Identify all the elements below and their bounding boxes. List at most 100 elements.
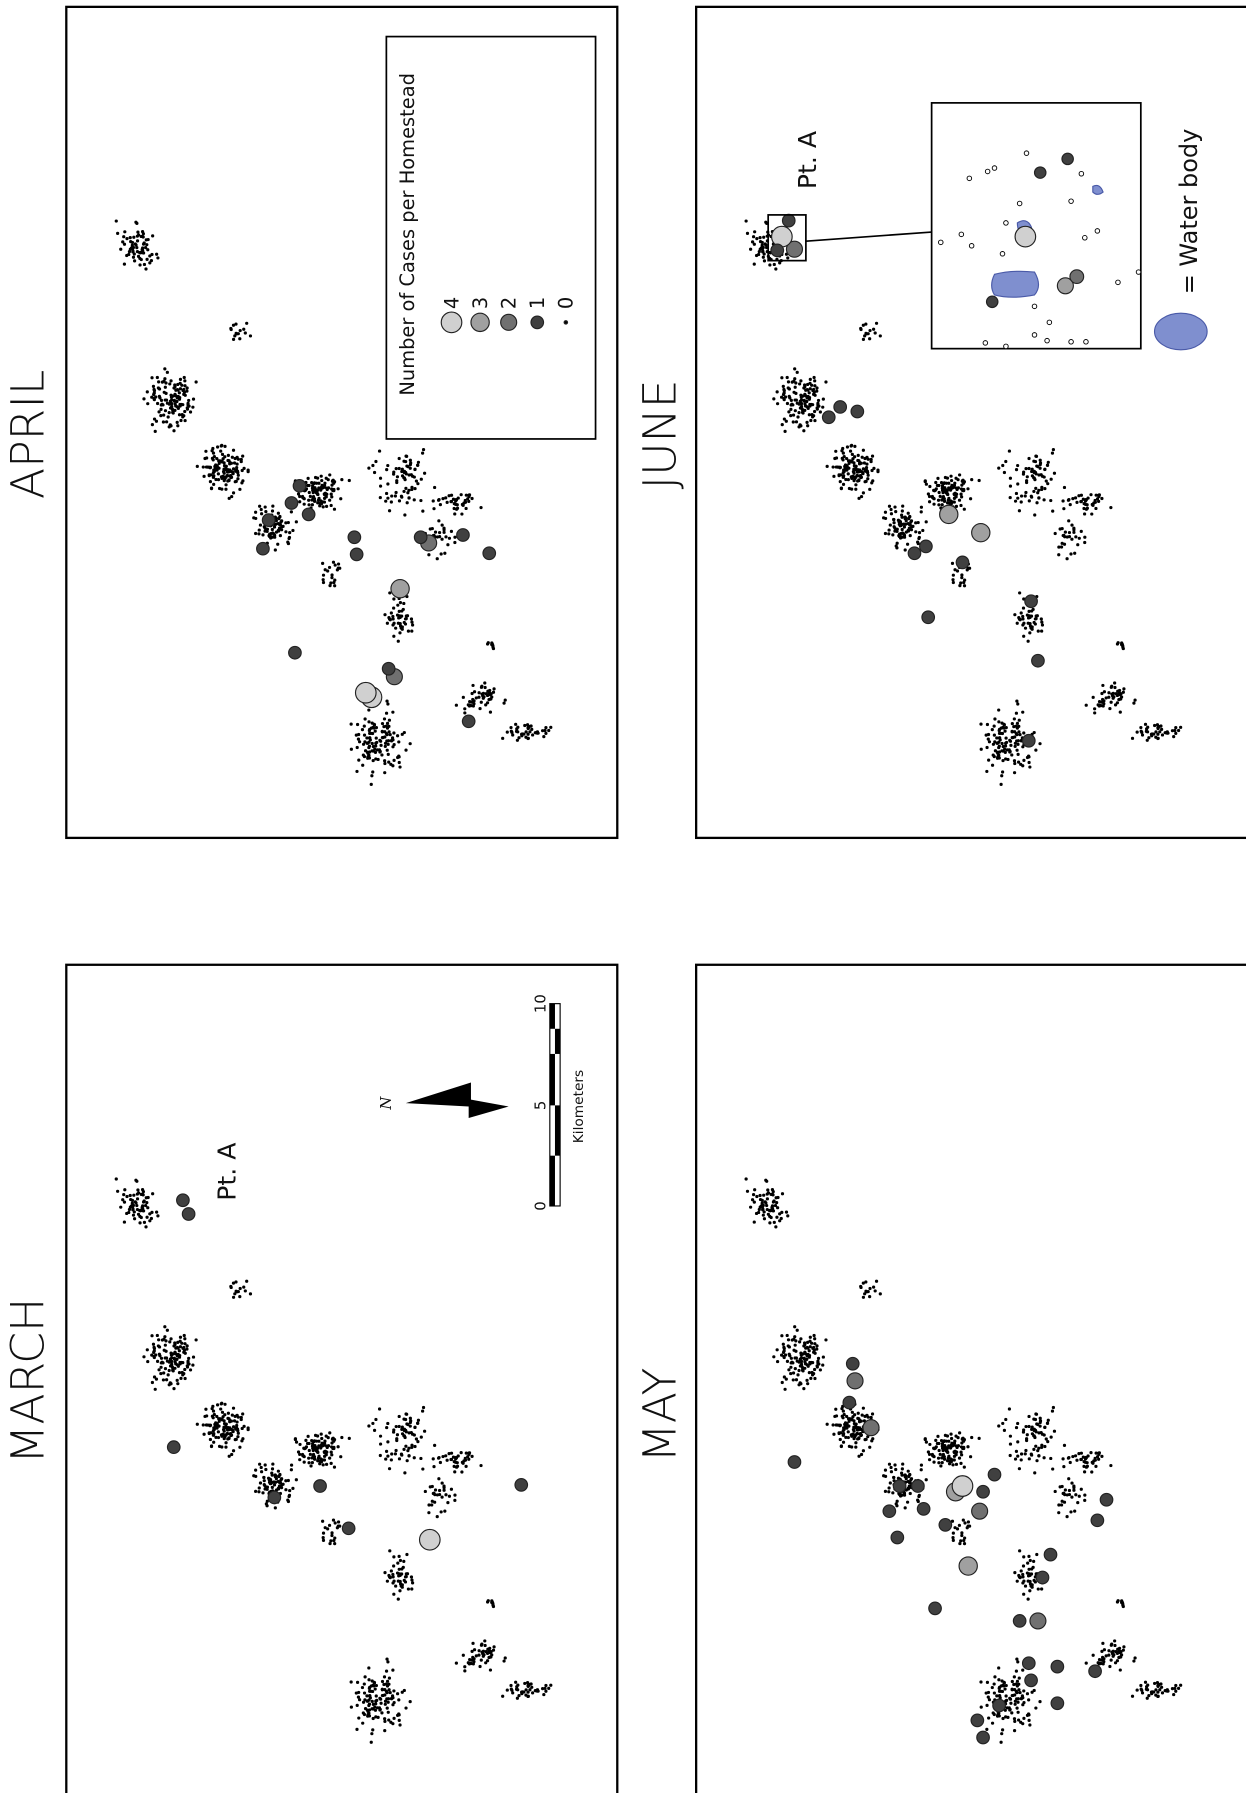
homestead: [133, 259, 136, 262]
homestead: [1157, 1685, 1160, 1688]
homestead: [858, 1426, 861, 1429]
homestead: [479, 506, 482, 509]
homestead: [298, 1443, 301, 1446]
homestead: [386, 1660, 389, 1663]
homestead: [219, 1407, 222, 1410]
homestead: [1028, 765, 1031, 768]
homestead: [127, 253, 130, 256]
homestead: [946, 1434, 949, 1437]
homestead: [848, 487, 851, 490]
homestead: [444, 1493, 447, 1496]
homestead: [892, 1476, 895, 1479]
homestead: [764, 1200, 767, 1203]
homestead: [962, 1519, 965, 1522]
homestead: [383, 1720, 386, 1723]
homestead: [390, 611, 393, 614]
homestead: [278, 515, 281, 518]
homestead: [847, 462, 850, 465]
homestead: [799, 423, 802, 426]
homestead: [993, 740, 996, 743]
homestead: [802, 1344, 805, 1347]
homestead: [236, 1414, 239, 1417]
homestead: [1003, 748, 1006, 751]
homestead: [165, 1356, 168, 1359]
homestead: [1064, 530, 1067, 533]
homestead: [803, 409, 806, 412]
homestead: [795, 420, 798, 423]
north-label: N: [377, 1096, 395, 1111]
homestead: [404, 1575, 407, 1578]
homestead: [241, 1412, 244, 1415]
homestead: [355, 734, 358, 737]
homestead: [1122, 1645, 1125, 1648]
homestead: [1049, 499, 1052, 502]
homestead: [835, 1423, 838, 1426]
homestead: [841, 458, 844, 461]
homestead: [324, 1450, 327, 1453]
homestead: [1080, 1458, 1083, 1461]
homestead: [838, 466, 841, 469]
homestead: [772, 1200, 775, 1203]
homestead: [834, 1408, 837, 1411]
homestead: [1033, 1579, 1036, 1582]
homestead: [316, 1434, 319, 1437]
homestead: [1059, 527, 1062, 530]
homestead: [1139, 1684, 1142, 1687]
homestead: [888, 1486, 891, 1489]
homestead: [936, 477, 939, 480]
homestead: [387, 753, 390, 756]
homestead: [521, 732, 524, 735]
homestead: [410, 1446, 413, 1449]
case-symbol: [917, 1503, 930, 1516]
homestead: [453, 1465, 456, 1468]
homestead: [1105, 696, 1108, 699]
homestead: [453, 512, 456, 515]
homestead: [448, 537, 451, 540]
homestead: [952, 574, 955, 577]
homestead: [861, 471, 864, 474]
homestead: [175, 1358, 178, 1361]
homestead: [379, 485, 382, 488]
homestead: [1035, 1553, 1038, 1556]
homestead: [492, 647, 495, 650]
homestead: [278, 1473, 281, 1476]
homestead: [258, 1463, 261, 1466]
homestead: [191, 406, 194, 409]
homestead: [332, 561, 335, 564]
homestead: [1027, 1598, 1030, 1601]
homestead: [371, 1422, 374, 1425]
homestead: [284, 1488, 287, 1491]
homestead: [1017, 616, 1020, 619]
homestead: [164, 392, 167, 395]
homestead: [1160, 728, 1163, 731]
homestead: [850, 477, 853, 480]
homestead: [970, 1436, 973, 1439]
homestead: [813, 1368, 816, 1371]
homestead: [244, 1289, 247, 1292]
homestead: [440, 1496, 443, 1499]
homestead: [489, 1668, 492, 1671]
homestead: [1064, 1488, 1067, 1491]
homestead: [316, 476, 319, 479]
homestead: [1022, 473, 1025, 476]
homestead: [340, 1436, 343, 1439]
homestead: [364, 1707, 367, 1710]
homestead: [1065, 1515, 1068, 1518]
homestead: [802, 429, 805, 432]
homestead: [920, 1464, 923, 1467]
homestead: [401, 628, 404, 631]
homestead: [413, 1445, 416, 1448]
homestead: [169, 379, 172, 382]
homestead: [240, 1418, 243, 1421]
case-symbol: [356, 682, 377, 703]
homestead: [169, 1364, 172, 1367]
homestead: [371, 464, 374, 467]
homestead: [413, 1433, 416, 1436]
homestead: [1117, 641, 1120, 644]
homestead: [322, 574, 325, 577]
homestead: [806, 424, 809, 427]
homestead: [386, 1680, 389, 1683]
homestead: [403, 621, 406, 624]
homestead: [307, 1457, 310, 1460]
homestead: [903, 516, 906, 519]
